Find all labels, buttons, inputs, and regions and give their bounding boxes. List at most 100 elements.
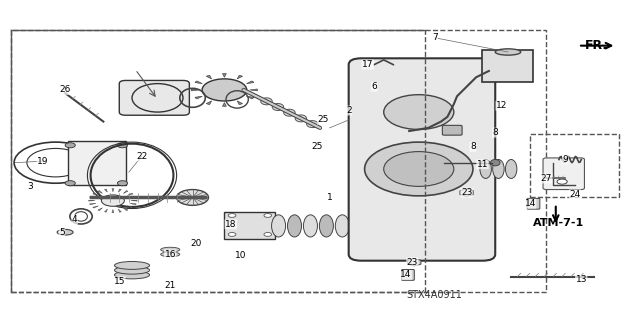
- Ellipse shape: [319, 215, 333, 237]
- Ellipse shape: [161, 252, 180, 257]
- Ellipse shape: [480, 160, 492, 178]
- Text: 5: 5: [59, 228, 65, 237]
- Wedge shape: [112, 189, 114, 192]
- Ellipse shape: [271, 215, 285, 237]
- Wedge shape: [118, 189, 122, 192]
- Wedge shape: [246, 96, 254, 99]
- Ellipse shape: [495, 49, 521, 55]
- Wedge shape: [93, 193, 99, 196]
- Circle shape: [117, 143, 127, 148]
- Wedge shape: [93, 206, 99, 208]
- Text: 17: 17: [362, 60, 374, 69]
- Wedge shape: [250, 89, 257, 91]
- Text: 23: 23: [461, 188, 472, 197]
- Ellipse shape: [272, 104, 284, 110]
- Circle shape: [384, 95, 454, 130]
- FancyBboxPatch shape: [483, 50, 534, 82]
- Text: STX4A0911: STX4A0911: [407, 291, 463, 300]
- Wedge shape: [104, 189, 108, 192]
- Ellipse shape: [115, 262, 150, 269]
- Text: 8: 8: [470, 142, 476, 151]
- Ellipse shape: [506, 160, 517, 178]
- Text: 24: 24: [569, 190, 580, 199]
- Wedge shape: [195, 96, 202, 99]
- Wedge shape: [223, 73, 227, 77]
- FancyBboxPatch shape: [119, 80, 189, 115]
- Wedge shape: [118, 209, 122, 212]
- Circle shape: [101, 195, 124, 206]
- Wedge shape: [90, 203, 96, 205]
- Circle shape: [365, 142, 473, 196]
- Text: 6: 6: [371, 82, 377, 91]
- Ellipse shape: [493, 160, 504, 178]
- Circle shape: [228, 214, 236, 217]
- Text: 3: 3: [27, 182, 33, 191]
- Wedge shape: [124, 191, 128, 193]
- Circle shape: [177, 189, 209, 205]
- Circle shape: [228, 233, 236, 236]
- Text: 15: 15: [113, 277, 125, 286]
- Circle shape: [557, 179, 567, 184]
- Text: 8: 8: [492, 128, 498, 137]
- Ellipse shape: [303, 215, 317, 237]
- Bar: [531, 134, 620, 197]
- Wedge shape: [246, 81, 254, 84]
- Wedge shape: [237, 101, 243, 105]
- Text: 20: 20: [190, 239, 202, 248]
- Bar: [68, 141, 125, 185]
- Wedge shape: [223, 103, 227, 106]
- FancyBboxPatch shape: [225, 212, 275, 239]
- Text: 27: 27: [541, 174, 552, 183]
- Text: 10: 10: [235, 251, 246, 260]
- Text: 11: 11: [477, 160, 488, 169]
- Circle shape: [264, 214, 271, 217]
- Wedge shape: [98, 191, 102, 193]
- Text: 19: 19: [37, 157, 49, 166]
- Ellipse shape: [284, 109, 295, 116]
- Ellipse shape: [57, 229, 73, 235]
- Wedge shape: [206, 75, 212, 79]
- Wedge shape: [131, 200, 137, 201]
- Wedge shape: [206, 101, 212, 105]
- Ellipse shape: [161, 247, 180, 252]
- Text: 23: 23: [406, 258, 418, 267]
- Text: 25: 25: [311, 142, 323, 151]
- Ellipse shape: [115, 266, 150, 274]
- Ellipse shape: [295, 115, 307, 122]
- Wedge shape: [191, 89, 199, 91]
- Circle shape: [117, 181, 127, 186]
- Circle shape: [384, 152, 454, 186]
- Wedge shape: [112, 210, 114, 213]
- Wedge shape: [98, 208, 102, 211]
- Text: 18: 18: [225, 220, 237, 229]
- Text: 22: 22: [136, 152, 147, 161]
- Wedge shape: [195, 81, 202, 84]
- Wedge shape: [124, 208, 128, 211]
- Wedge shape: [237, 75, 243, 79]
- Text: 7: 7: [432, 33, 438, 42]
- Circle shape: [202, 79, 246, 101]
- FancyBboxPatch shape: [442, 125, 462, 135]
- FancyBboxPatch shape: [543, 158, 584, 189]
- Circle shape: [65, 143, 76, 148]
- Ellipse shape: [307, 121, 318, 128]
- Wedge shape: [89, 200, 95, 201]
- Ellipse shape: [287, 215, 301, 237]
- Text: ATM-7-1: ATM-7-1: [533, 218, 584, 228]
- Text: 14: 14: [401, 271, 412, 279]
- Text: 1: 1: [326, 193, 332, 202]
- Ellipse shape: [115, 271, 150, 279]
- Wedge shape: [130, 203, 136, 205]
- FancyBboxPatch shape: [349, 58, 495, 261]
- Text: 26: 26: [60, 85, 71, 94]
- Text: 2: 2: [346, 106, 351, 115]
- Text: 4: 4: [72, 215, 77, 224]
- Wedge shape: [130, 197, 136, 198]
- Text: 14: 14: [525, 199, 536, 208]
- Text: 13: 13: [575, 275, 587, 284]
- Ellipse shape: [335, 215, 349, 237]
- Text: 16: 16: [164, 250, 176, 259]
- Text: 25: 25: [317, 115, 329, 124]
- Ellipse shape: [490, 160, 500, 166]
- FancyBboxPatch shape: [401, 270, 414, 280]
